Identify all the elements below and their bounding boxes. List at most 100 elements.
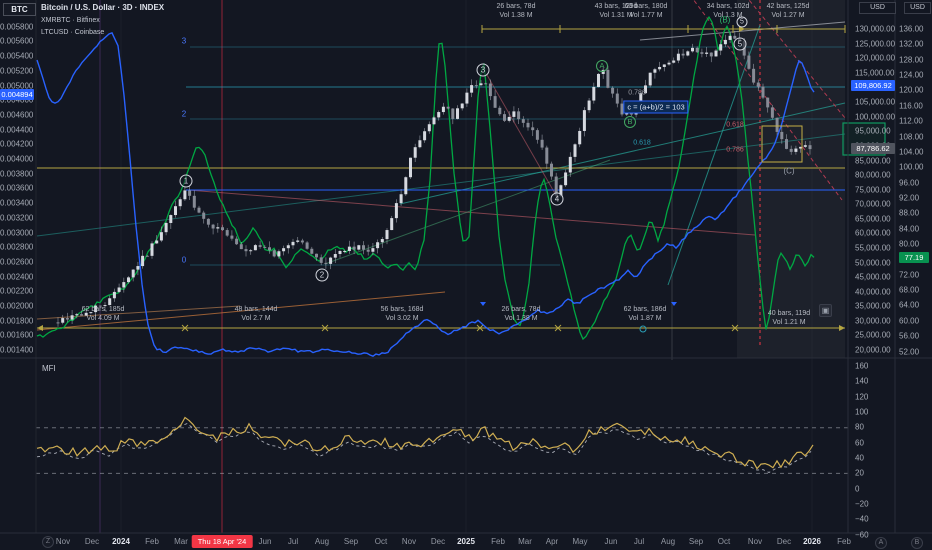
candle-body [399, 194, 403, 204]
highlighted-date-badge[interactable]: Thu 18 Apr '24 [191, 535, 253, 548]
candle-body [178, 199, 182, 207]
wave-label-b[interactable]: B [624, 116, 636, 128]
mfi-axis-tick: 100 [855, 407, 869, 417]
time-axis-tick: Dec [84, 537, 100, 546]
trendline[interactable] [486, 74, 558, 198]
trendline[interactable] [639, 21, 846, 41]
candle-body [56, 322, 60, 324]
formula-callout[interactable]: c = (a+b)/2 = 103 [623, 100, 689, 114]
candle-body [216, 227, 220, 229]
candle-body [84, 312, 88, 316]
time-axis-tick: Jun [604, 537, 618, 546]
candle-body [747, 55, 751, 69]
ltc-axis-tick: 108.00 [899, 132, 924, 142]
date-range-measure-label: 62 bars, 186d Vol 1.87 M [624, 305, 667, 323]
time-axis-tick: Feb [837, 537, 851, 546]
trendline[interactable] [187, 189, 756, 236]
date-range-measure-label: 62 bars, 185d Vol 4.09 M [82, 305, 125, 323]
trendline[interactable] [36, 291, 446, 331]
range-volume-text: Vol 1.87 M [628, 315, 662, 322]
mfi-axis-tick: −60 [855, 530, 869, 540]
wave-label-5[interactable]: 5 [733, 37, 747, 51]
indicator-label-mfi[interactable]: MFI [42, 364, 56, 373]
range-bars-text: 62 bars, 186d [623, 306, 667, 313]
candle-body [300, 240, 304, 243]
left-axis-tick: 0.002200 [0, 286, 34, 296]
chart-title[interactable]: Bitcoin / U.S. Dollar · 3D · INDEX [41, 3, 165, 12]
mfi-axis-tick: 140 [855, 376, 869, 386]
wave-label-0[interactable]: 0 [181, 255, 187, 265]
btc-axis-tick: 25,000.00 [855, 330, 891, 340]
candle-body [131, 269, 135, 278]
time-axis-tick: Dec [430, 537, 446, 546]
btc-axis-tick: 35,000.00 [855, 301, 891, 311]
candle-body [446, 106, 450, 109]
candle-body [352, 246, 356, 250]
wave-label-c[interactable]: (C) [783, 166, 795, 176]
wave-label-3[interactable]: 3 [476, 63, 490, 77]
candle-body [272, 250, 276, 257]
btc-axis-tick: 50,000.00 [855, 258, 891, 268]
ltc-price-line[interactable] [36, 15, 815, 341]
candle-body [789, 148, 793, 152]
wave-label-2[interactable]: 2 [315, 268, 329, 282]
mfi-axis-tick: 0 [855, 484, 860, 494]
candle-body [409, 157, 412, 178]
candle-body [258, 245, 262, 247]
symbol-search-button[interactable]: BTC [3, 3, 36, 16]
wave-label-3[interactable]: 3 [181, 36, 187, 46]
wave-label-2[interactable]: 2 [181, 109, 187, 119]
candle-body [803, 145, 807, 147]
time-axis-tick: May [572, 537, 588, 546]
range-bars-text: 40 bars, 119d [767, 310, 811, 317]
ltc-axis-tick: 116.00 [899, 101, 923, 111]
date-range-measure-label: 40 bars, 119d Vol 1.21 M [768, 309, 810, 327]
ltc-axis-tick: 136.00 [899, 24, 924, 34]
candle-body [658, 66, 662, 70]
overlay-legend-xmrbtc[interactable]: XMRBTC · Bitfinex [41, 17, 100, 24]
range-volume-text: Vol 1.3 M [713, 12, 743, 19]
scale-button-a[interactable]: A [875, 537, 887, 549]
candle-body [366, 249, 370, 252]
price-axis-header-ltc[interactable]: USD [904, 2, 931, 14]
candle-body [474, 85, 478, 87]
left-axis-tick: 0.005400 [0, 51, 34, 61]
timezone-button[interactable]: Z [42, 536, 54, 548]
ltc-axis-tick: 84.00 [899, 224, 920, 234]
mfi-signal-line[interactable] [36, 423, 812, 474]
candle-body [620, 103, 624, 115]
ltc-axis-tick: 112.00 [899, 116, 923, 126]
scale-button-b[interactable]: B [911, 537, 923, 549]
range-bars-text: 48 bars, 144d [234, 306, 278, 313]
time-axis-tick: Jul [287, 537, 299, 546]
measure-arrow-left [37, 325, 43, 331]
trendline[interactable] [399, 102, 846, 205]
wave-label-a[interactable]: A [596, 60, 608, 72]
candle-body [206, 218, 210, 225]
btc-candles[interactable] [56, 30, 812, 327]
wave-label-b[interactable]: (B) [719, 15, 731, 25]
left-axis-tick: 0.004200 [0, 139, 34, 149]
wave-label-5[interactable]: 5 [736, 16, 748, 28]
trendline[interactable] [324, 159, 611, 265]
xmr-price-line[interactable] [36, 32, 815, 357]
pane-maximize-button[interactable]: ▣ [819, 304, 832, 317]
yellow-drawing-box[interactable] [761, 125, 803, 163]
trendline[interactable] [745, 0, 846, 119]
candle-body [155, 240, 159, 244]
overlay-legend-ltcusd[interactable]: LTCUSD · Coinbase [41, 29, 105, 36]
wave-label-1[interactable]: 1 [179, 174, 193, 188]
wave-label-4[interactable]: 4 [550, 192, 564, 206]
ltc-axis-tick: 60.00 [899, 316, 920, 326]
candle-body [526, 122, 530, 128]
price-axis-header-btc[interactable]: USD [859, 2, 896, 14]
candle-body [582, 110, 586, 131]
range-volume-text: Vol 4.09 M [86, 315, 120, 322]
date-range-measure-label: 60 bars, 180d Vol 1.77 M [625, 2, 668, 20]
trendline[interactable] [36, 133, 846, 237]
candle-body [766, 97, 770, 108]
mfi-line[interactable] [36, 416, 814, 470]
candle-body [141, 255, 145, 267]
time-axis-tick: 2025 [457, 537, 475, 546]
